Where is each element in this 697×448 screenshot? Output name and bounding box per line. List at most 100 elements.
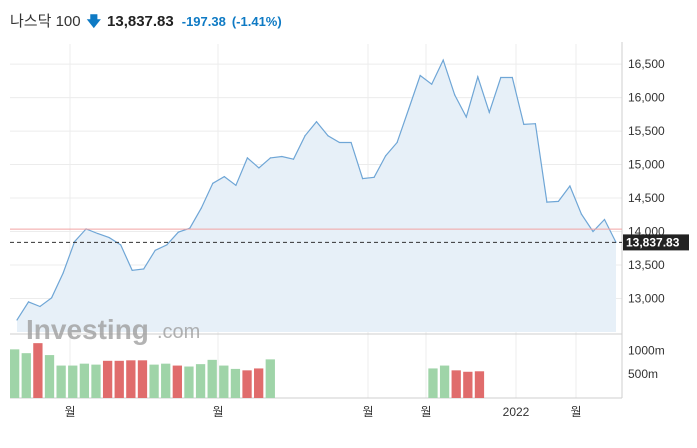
volume-bar <box>428 368 438 398</box>
x-tick-label: 월 <box>212 405 223 419</box>
price-area-fill <box>17 60 616 332</box>
volume-bar <box>68 365 78 398</box>
volume-bar <box>33 343 43 398</box>
price-point <box>16 319 18 321</box>
price-point <box>477 76 479 78</box>
price-point <box>580 213 583 215</box>
volume-bar <box>137 360 148 398</box>
volume-bar <box>79 363 90 398</box>
price-point <box>154 249 156 251</box>
price-point <box>592 230 594 233</box>
x-tick-label: 2022 <box>503 405 530 419</box>
price-point <box>431 83 433 85</box>
volume-bar <box>463 371 473 398</box>
price-point <box>523 123 525 125</box>
price-point <box>189 227 191 229</box>
price-point <box>212 182 214 184</box>
price-area-series <box>16 58 617 332</box>
price-point <box>569 185 571 187</box>
price-point <box>200 207 202 209</box>
price-point <box>534 123 536 125</box>
reference-lines <box>10 228 622 243</box>
price-point <box>327 135 329 137</box>
price-point <box>269 157 272 159</box>
last-price-label: 13,837.83 <box>626 235 680 249</box>
price-point <box>373 176 375 178</box>
price-point <box>39 305 41 308</box>
watermark-brand: Investing <box>26 314 149 345</box>
last-price: 13,837.83 <box>107 13 174 30</box>
volume-bar <box>195 364 206 398</box>
price-point <box>338 141 341 144</box>
price-point <box>292 158 295 160</box>
price-point <box>442 59 444 61</box>
volume-bar <box>242 370 252 398</box>
price-point <box>350 141 352 144</box>
volume-bar <box>230 368 241 398</box>
price-point <box>488 111 490 113</box>
price-point <box>143 268 145 270</box>
price-point <box>223 176 225 178</box>
down-arrow-icon: 🡇 <box>86 13 102 29</box>
price-point <box>166 244 168 246</box>
volume-tick-label: 500m <box>628 367 658 381</box>
y-tick-label: 15,500 <box>628 124 665 138</box>
last-price-label-box <box>623 234 689 251</box>
price-point <box>258 167 260 169</box>
price-point <box>235 184 237 186</box>
price-point <box>603 218 606 221</box>
volume-bar <box>254 368 264 398</box>
x-tick-label: 월 <box>362 405 373 419</box>
price-point <box>361 178 364 180</box>
y-tick-label: 16,000 <box>628 91 665 105</box>
volume-bar <box>439 365 450 398</box>
volume-bar <box>474 371 485 398</box>
price-point <box>408 108 410 110</box>
volume-bar <box>265 359 275 398</box>
y-tick-label: 13,000 <box>628 292 665 306</box>
axes: 16,50016,00015,50015,00014,50014,00013,5… <box>64 57 689 419</box>
price-point <box>177 231 179 233</box>
x-tick-label: 월 <box>570 405 581 419</box>
volume-bar <box>172 365 182 398</box>
price-point <box>500 76 502 79</box>
price-point <box>315 121 318 123</box>
price-point <box>120 244 122 246</box>
price-point <box>454 94 456 96</box>
price-point <box>62 272 64 274</box>
price-point <box>419 74 421 77</box>
volume-bar <box>114 360 124 398</box>
price-point <box>546 201 548 203</box>
price-point <box>50 297 53 299</box>
price-change-percent: (-1.41%) <box>231 14 282 29</box>
price-point <box>511 76 513 79</box>
watermark: Investing .com <box>26 314 200 345</box>
volume-bar <box>184 366 194 398</box>
price-point <box>108 236 110 239</box>
volume-bar <box>91 364 101 398</box>
price-point <box>304 135 306 137</box>
price-point <box>97 232 99 235</box>
volume-bar <box>44 355 55 398</box>
volume-bar <box>126 360 136 398</box>
price-point <box>281 155 283 158</box>
price-change: -197.38 <box>181 14 226 29</box>
volume-bar <box>207 359 217 398</box>
price-point <box>557 200 560 202</box>
volume-bars <box>10 343 485 398</box>
price-point <box>73 240 76 243</box>
watermark-suffix: .com <box>157 321 200 343</box>
y-tick-label: 14,500 <box>628 191 665 205</box>
price-point <box>396 141 398 144</box>
y-tick-label: 13,500 <box>628 258 665 272</box>
price-point <box>385 155 387 157</box>
x-tick-label: 월 <box>420 405 431 419</box>
volume-bar <box>10 349 20 398</box>
x-tick-label: 월 <box>64 405 75 419</box>
price-point <box>246 157 248 159</box>
instrument-title: 나스닥 100 <box>10 13 81 30</box>
volume-bar <box>21 353 31 398</box>
price-point <box>465 116 467 118</box>
y-tick-label: 15,000 <box>628 158 665 172</box>
